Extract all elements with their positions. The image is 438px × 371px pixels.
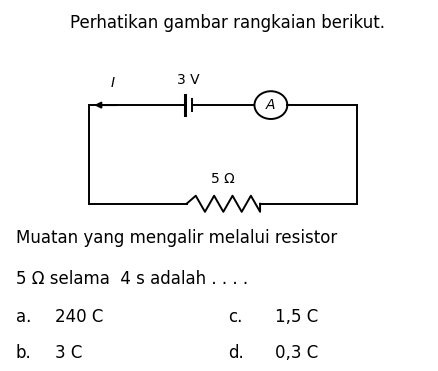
Text: a.: a. xyxy=(16,308,31,326)
Text: 3 V: 3 V xyxy=(177,73,200,87)
Text: d.: d. xyxy=(228,344,244,362)
Text: Perhatikan gambar rangkaian berikut.: Perhatikan gambar rangkaian berikut. xyxy=(70,14,385,32)
Text: 0,3 C: 0,3 C xyxy=(275,344,318,362)
Text: b.: b. xyxy=(16,344,32,362)
Text: Muatan yang mengalir melalui resistor: Muatan yang mengalir melalui resistor xyxy=(16,229,337,247)
Text: I: I xyxy=(111,76,115,91)
Text: 1,5 C: 1,5 C xyxy=(275,308,318,326)
Text: 5 Ω: 5 Ω xyxy=(212,171,235,186)
Text: c.: c. xyxy=(228,308,242,326)
Text: 3 C: 3 C xyxy=(55,344,82,362)
Text: 240 C: 240 C xyxy=(55,308,103,326)
Text: 5 Ω selama  4 s adalah . . . .: 5 Ω selama 4 s adalah . . . . xyxy=(16,270,248,288)
Text: A: A xyxy=(266,98,276,112)
